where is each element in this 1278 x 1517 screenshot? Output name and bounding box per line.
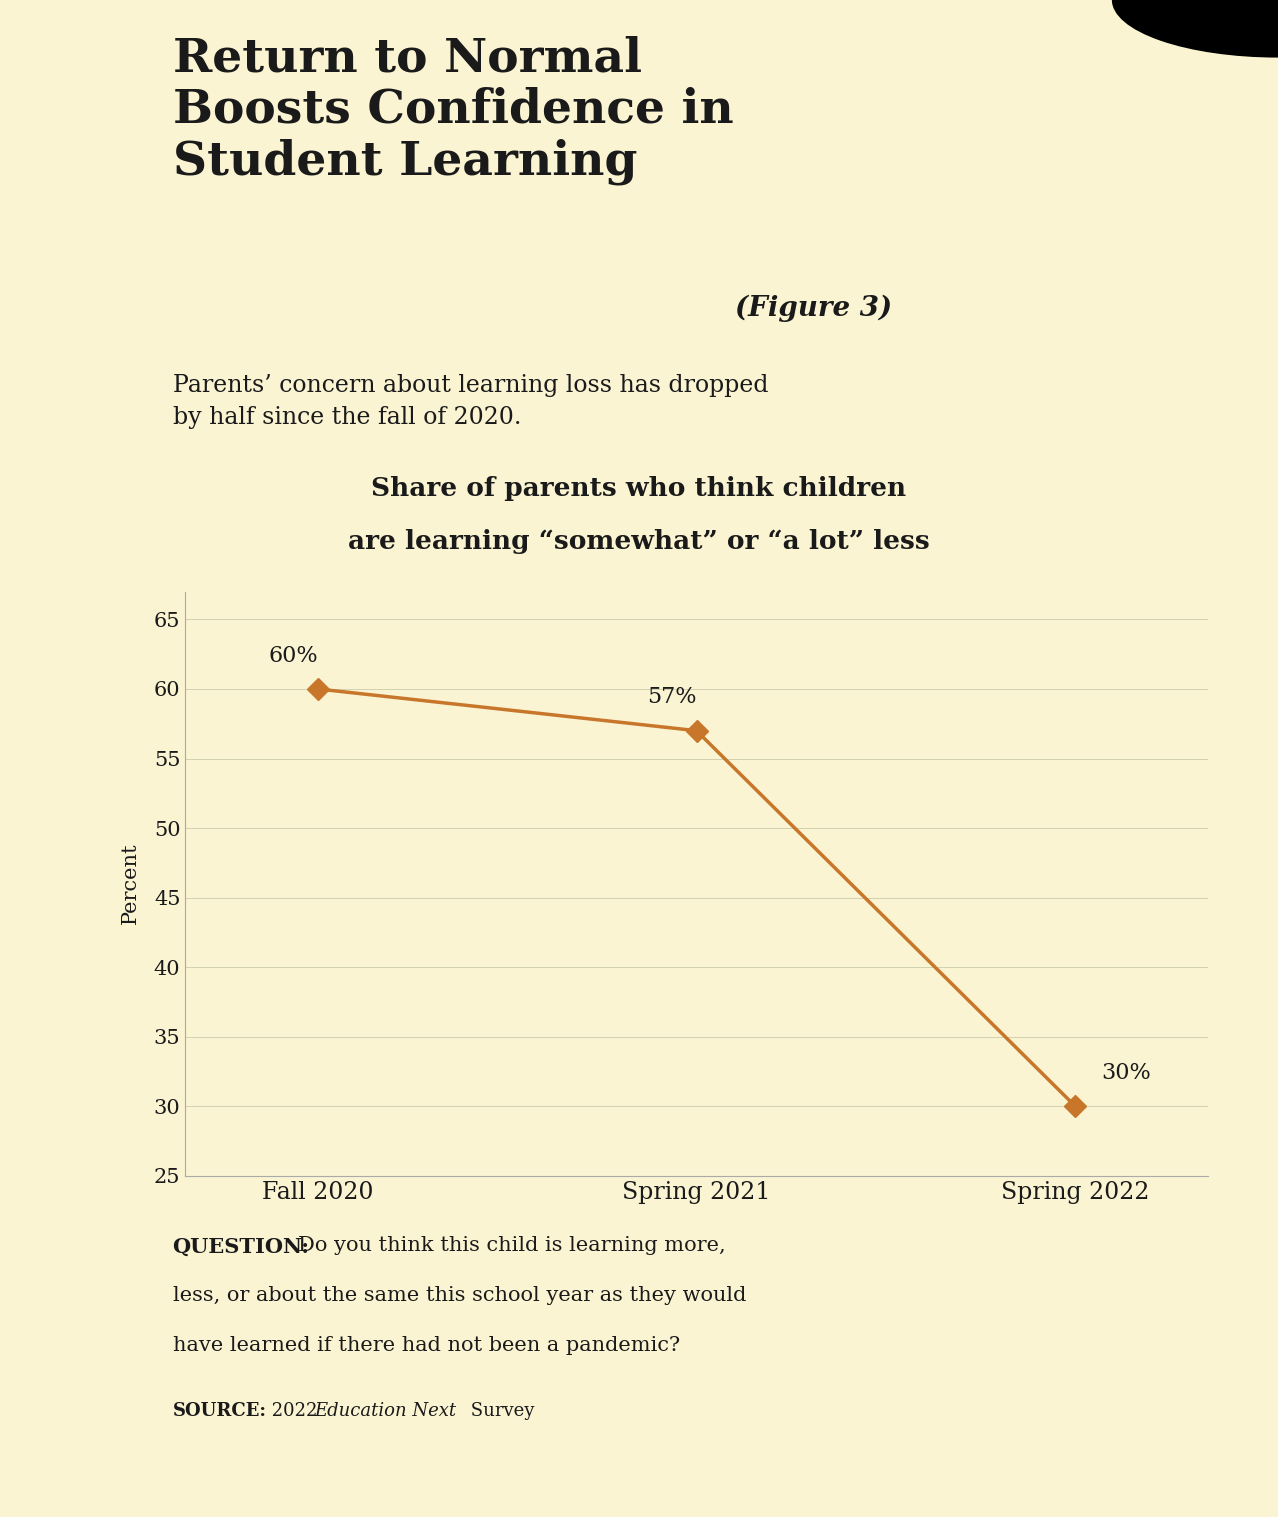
Text: 60%: 60%: [268, 645, 318, 667]
Wedge shape: [1112, 0, 1278, 58]
Y-axis label: Percent: Percent: [121, 843, 139, 924]
Text: (Figure 3): (Figure 3): [735, 294, 892, 322]
Text: 2022: 2022: [266, 1402, 323, 1420]
Text: are learning “somewhat” or “a lot” less: are learning “somewhat” or “a lot” less: [348, 529, 930, 554]
Text: Survey: Survey: [465, 1402, 534, 1420]
Text: SOURCE:: SOURCE:: [173, 1402, 267, 1420]
Text: less, or about the same this school year as they would: less, or about the same this school year…: [173, 1286, 746, 1306]
Text: Share of parents who think children: Share of parents who think children: [372, 476, 906, 501]
Text: 57%: 57%: [647, 686, 697, 708]
Text: QUESTION:: QUESTION:: [173, 1236, 309, 1256]
Text: 30%: 30%: [1102, 1062, 1151, 1083]
Text: Education Next: Education Next: [314, 1402, 456, 1420]
Text: Do you think this child is learning more,: Do you think this child is learning more…: [298, 1236, 726, 1256]
Text: have learned if there had not been a pandemic?: have learned if there had not been a pan…: [173, 1336, 680, 1356]
Text: Parents’ concern about learning loss has dropped
by half since the fall of 2020.: Parents’ concern about learning loss has…: [173, 375, 768, 429]
Text: Return to Normal
Boosts Confidence in
Student Learning: Return to Normal Boosts Confidence in St…: [173, 35, 734, 185]
